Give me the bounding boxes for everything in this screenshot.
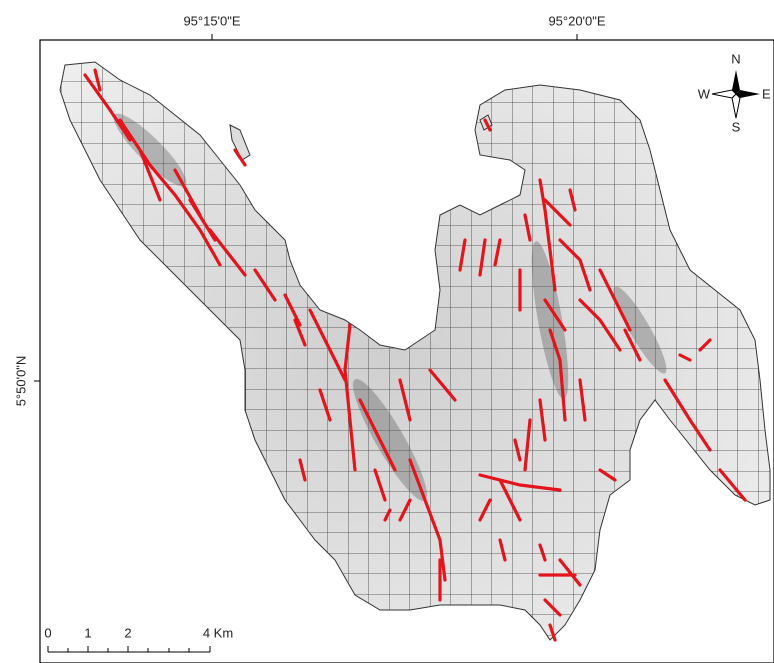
lineaments xyxy=(83,68,747,642)
scale-bar: 0 1 2 4 Km xyxy=(44,625,233,653)
compass-label: E xyxy=(762,86,771,101)
compass: N E S W xyxy=(698,51,771,134)
scale-label: 1 xyxy=(84,625,91,640)
scale-label: 0 xyxy=(44,625,51,640)
longitude-label: 95°20'0"E xyxy=(548,13,605,28)
graticule: 95°15'0"E 95°20'0"E 5°50'0"N xyxy=(13,13,605,406)
latitude-label: 5°50'0"N xyxy=(13,356,28,407)
compass-label: S xyxy=(732,119,741,134)
scale-label: 4 Km xyxy=(203,625,233,640)
compass-label: W xyxy=(698,86,711,101)
longitude-label: 95°15'0"E xyxy=(183,13,240,28)
compass-label: N xyxy=(731,51,740,66)
scale-label: 2 xyxy=(124,625,131,640)
